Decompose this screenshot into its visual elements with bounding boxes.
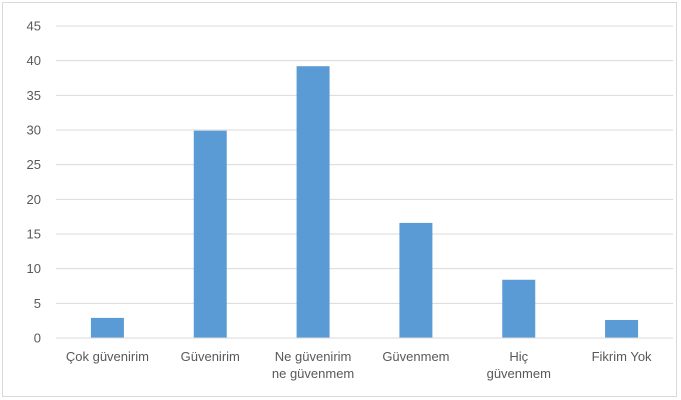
y-tick-label: 20 (27, 192, 41, 207)
bars (90, 66, 639, 339)
x-category-label: Güvenmem (382, 349, 449, 364)
bar (90, 317, 124, 338)
x-category-label: Fikrim Yok (592, 349, 652, 364)
bar (193, 130, 227, 338)
y-tick-label: 25 (27, 157, 41, 172)
y-tick-label: 35 (27, 88, 41, 103)
x-category-label: Hiç güvenmem (487, 349, 551, 381)
y-tick-label: 45 (27, 19, 41, 34)
y-tick-label: 10 (27, 261, 41, 276)
bar (605, 319, 639, 338)
bar (502, 279, 536, 338)
x-category-label: Çok güvenirim (66, 349, 149, 364)
y-tick-label: 0 (34, 331, 41, 346)
bar (399, 222, 433, 338)
y-axis-ticks: 0 5 10 15 20 25 30 35 40 45 (27, 19, 41, 346)
y-tick-label: 5 (34, 296, 41, 311)
bar (296, 66, 330, 339)
y-tick-label: 30 (27, 123, 41, 138)
gridlines (56, 25, 673, 304)
x-category-label: Ne güvenirim ne güvenmem (272, 349, 354, 381)
y-tick-label: 15 (27, 227, 41, 242)
x-axis-labels: Çok güvenirim Güvenirim Ne güvenirim ne güv… (66, 349, 652, 381)
x-category-label: Güvenirim (181, 349, 240, 364)
y-tick-label: 40 (27, 53, 41, 68)
